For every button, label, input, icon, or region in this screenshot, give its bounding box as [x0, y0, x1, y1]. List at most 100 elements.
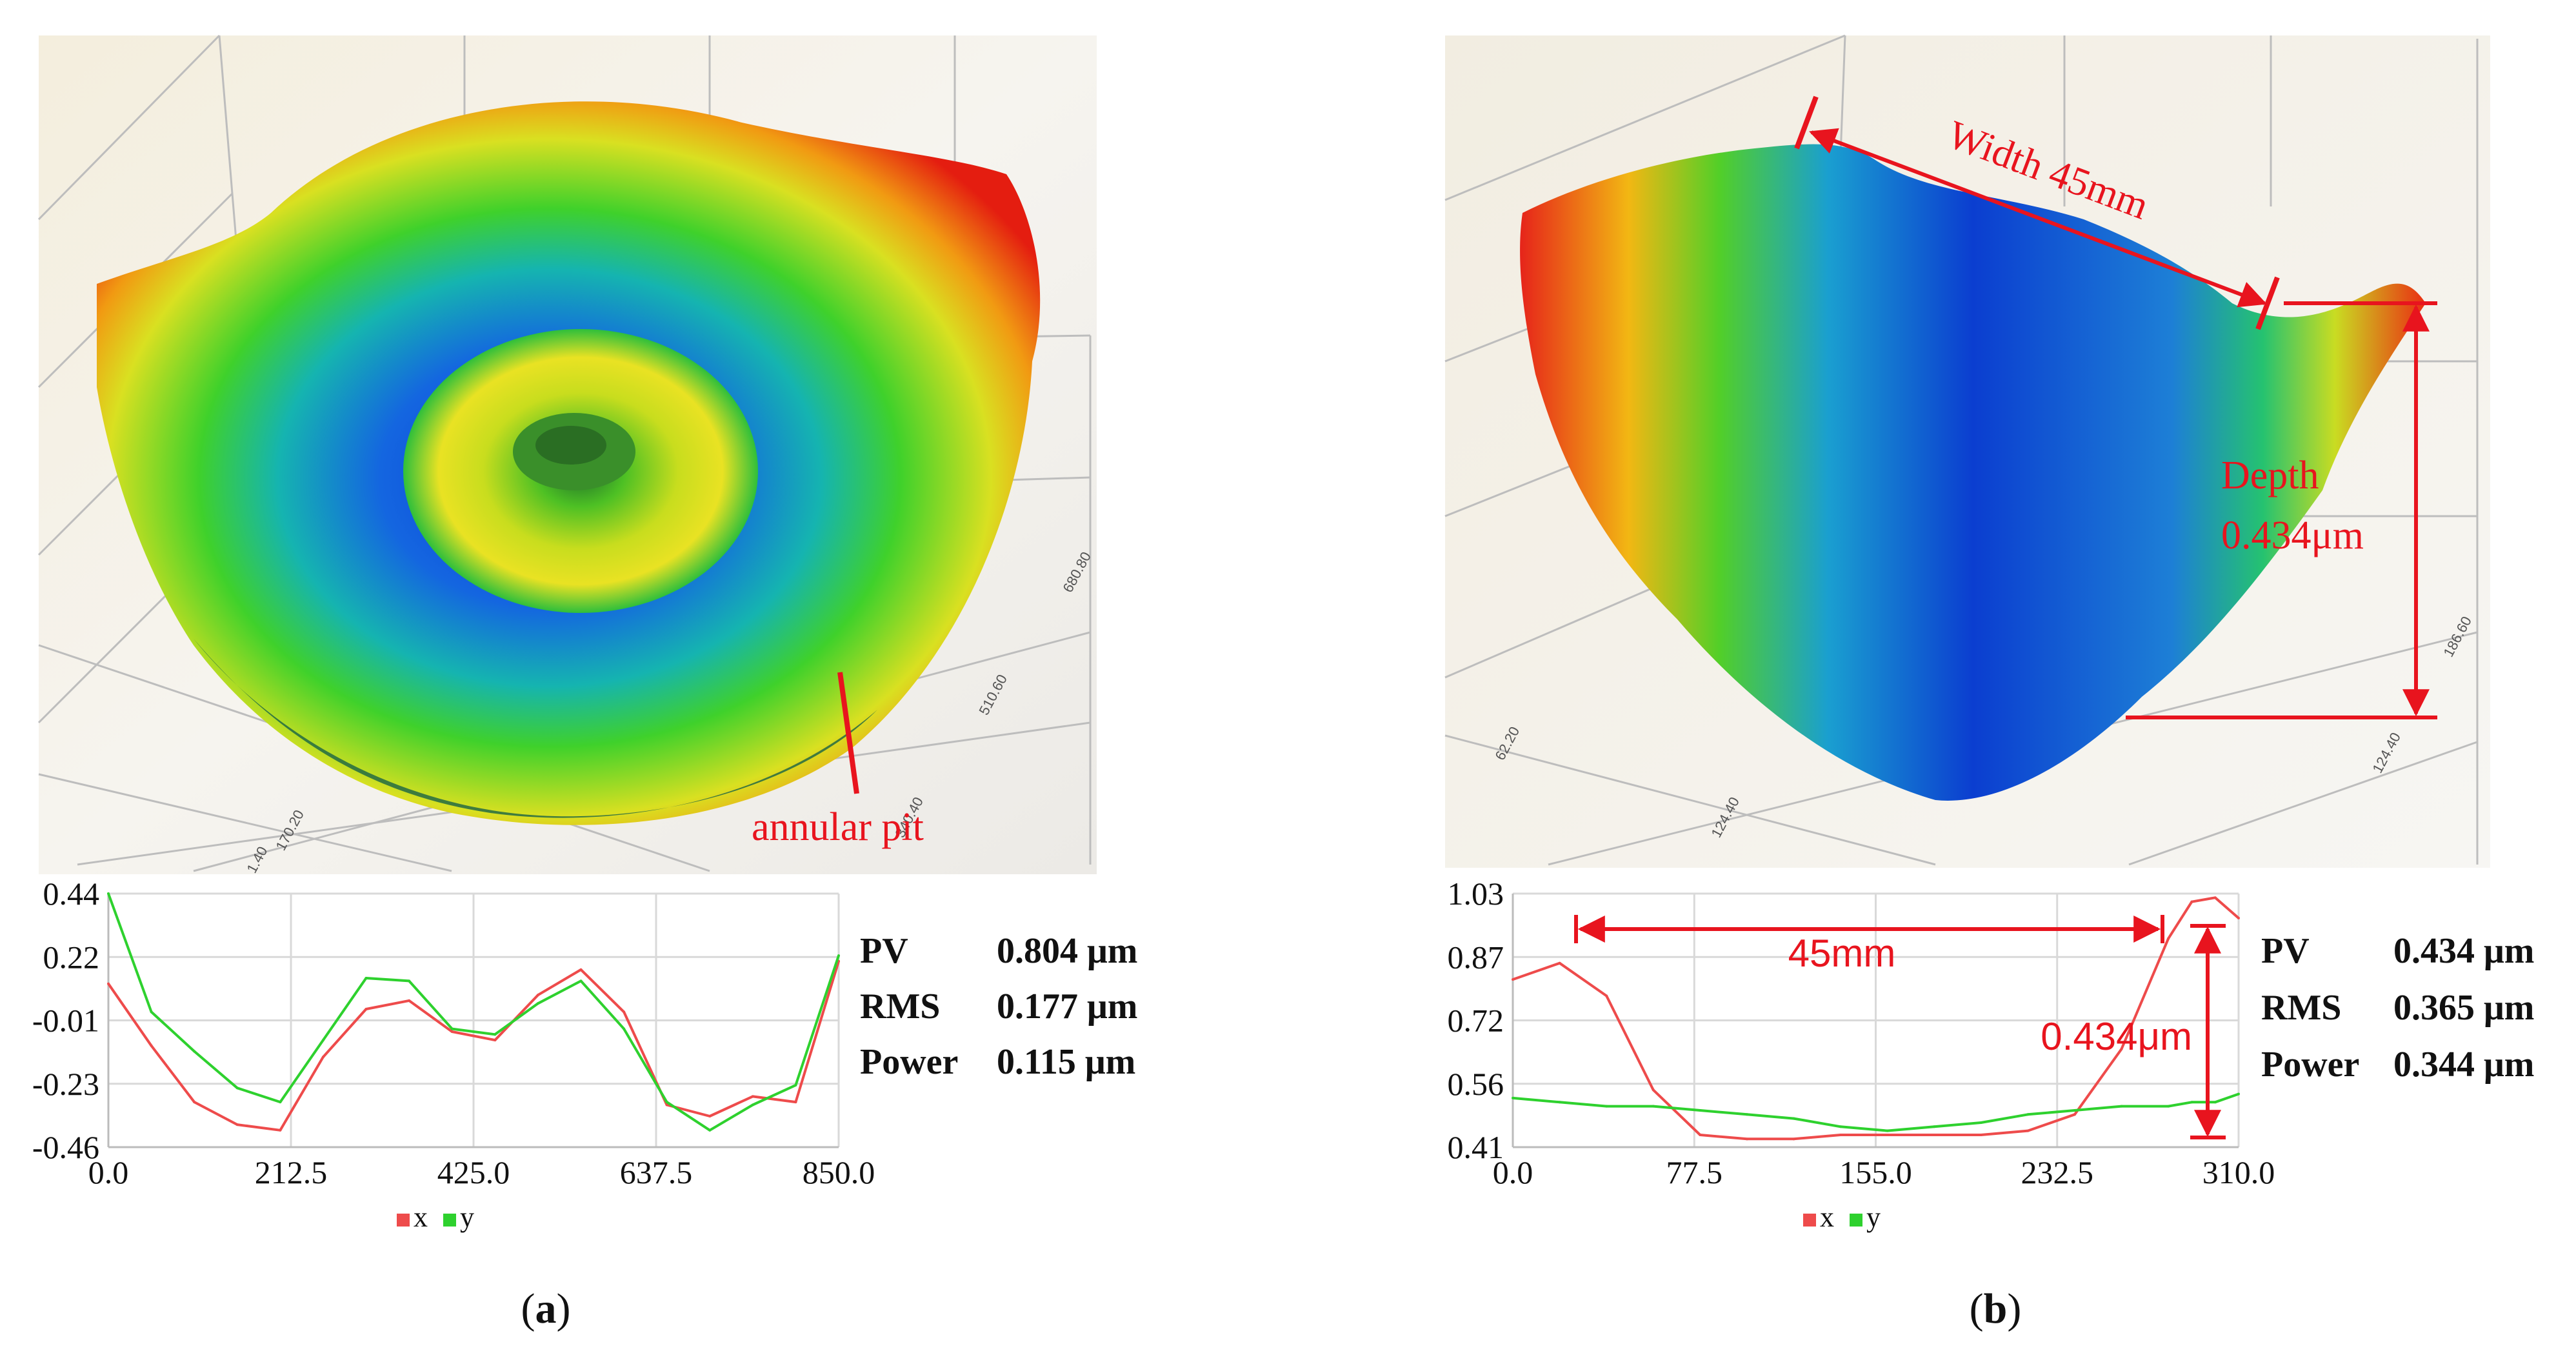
panel-a-chart-series-x-point: [794, 1101, 797, 1104]
panel-a-chart-legend-label-y[interactable]: y: [460, 1201, 474, 1233]
panel-a-chart-series-y-point: [665, 1101, 668, 1104]
panel-a-chart-series-y-point: [193, 1050, 196, 1053]
panel-b-trough-surface: [1520, 144, 2426, 801]
panel-a-stat-name-rms: RMS: [860, 986, 940, 1027]
panel-b-stat-value-rms: 0.365 μm: [2393, 988, 2534, 1028]
panel-b-width-tick-left: [1794, 95, 1819, 150]
panel-a-chart-series-x-point: [494, 1039, 497, 1042]
panel-a-chart-series-y-point: [579, 979, 583, 983]
panel-b-chart-series-y-point: [1512, 1096, 1514, 1099]
panel-b-stat-name-power: Power: [2261, 1045, 2359, 1085]
panel-b-chart-series-x-point: [2026, 1129, 2030, 1132]
panel-b-chart-series-y-point: [2237, 1092, 2240, 1096]
panel-b-chart-y-tick-label: 0.56: [1448, 1066, 1504, 1102]
panel-a-stat-name-power: Power: [860, 1042, 958, 1082]
panel-b-chart-series-x-line: [1512, 896, 2240, 1141]
panel-a-chart-y-tick-label: -0.23: [32, 1066, 99, 1102]
panel-b-chart-series-x-point: [1886, 1133, 1889, 1136]
panel-a-chart-series-x-point: [150, 1044, 153, 1047]
panel-a-chart-series-x-point: [450, 1030, 454, 1033]
panel-a-chart-series-y-point: [623, 1027, 626, 1030]
panel-b-chart-series-y-point: [2167, 1105, 2170, 1108]
panel-b-chart-series-x-point: [1699, 1133, 1702, 1136]
panel-b-chart-series-y-point: [1979, 1121, 1982, 1124]
panel-a-chart-series-y-point: [150, 1010, 153, 1014]
panel-a-stats: PV 0.804 μm RMS 0.177 μm Power 0.115 μm: [860, 931, 1137, 1082]
panel-a-chart-series-x-line: [107, 961, 840, 1132]
panel-b-chart-series-x-point: [2190, 900, 2193, 903]
panel-a-chart-series-y-point: [408, 979, 411, 983]
panel-a-chart-series-x-point: [708, 1114, 712, 1117]
panel-b-chart-series-y-point: [1933, 1125, 1936, 1128]
panel-b-chart-series-y-point: [1792, 1117, 1795, 1120]
panel-b-chart-series-x-point: [2073, 1113, 2076, 1116]
panel-a-chart-x-tick-label: 850.0: [803, 1154, 875, 1190]
panel-b-stat-name-pv: PV: [2261, 931, 2310, 971]
panel-b-span-label: 45mm: [1788, 932, 1896, 975]
panel-b-surface: 62.20 124.40 186.60 124.40 Width 45mm De…: [1444, 34, 2490, 868]
panel-b-chart-series-x-point: [1605, 994, 1608, 997]
panel-b-chart-series-y-point: [1839, 1125, 1842, 1128]
panel-a-chart-series-y-point: [235, 1087, 239, 1090]
panel-b-chart-series-x-point: [1839, 1133, 1842, 1136]
panel-b-width-arrow: [1809, 128, 2267, 308]
panel-b-chart-legend-swatch-x[interactable]: [1803, 1214, 1816, 1227]
panel-b-chart-series-x-point: [2213, 896, 2217, 899]
panel-a-chart-x-tick-label: 425.0: [437, 1154, 510, 1190]
panel-b-chart-series-x-point: [2167, 937, 2170, 940]
panel-b-depth-label-profile: 0.434μm: [2041, 1015, 2192, 1058]
panel-b-width-tick-right: [2255, 276, 2280, 330]
panel-b-chart-series-x-point: [1558, 961, 1561, 965]
panel-b-chart-series-y-point: [2190, 1101, 2193, 1104]
panel-b-chart-series-y-point: [1745, 1113, 1748, 1116]
panel-a-chart-series-x-point: [408, 999, 411, 1002]
panel-a-chart-series-y-point: [279, 1101, 282, 1104]
panel-b-chart-y-tick-label: 0.87: [1448, 939, 1504, 975]
panel-b-chart-x-tick-label: 0.0: [1493, 1154, 1533, 1190]
panel-b-caption-letter: b: [1984, 1285, 2008, 1332]
panel-b-stat-name-rms: RMS: [2261, 988, 2341, 1028]
panel-b-chart-series-y-point: [1605, 1105, 1608, 1108]
panel-a-caption: (a): [521, 1285, 571, 1332]
panel-a-chart-series-x-point: [193, 1101, 196, 1104]
panel-a-caption-letter: a: [535, 1285, 557, 1332]
panel-a-chart-series-x-point: [107, 982, 110, 985]
panel-b-chart-legend-swatch-y[interactable]: [1850, 1214, 1862, 1227]
panel-b-chart-series-y-point: [1699, 1108, 1702, 1112]
panel-a-annular-pit-band: [194, 639, 877, 818]
panel-a-stat-value-pv: 0.804 μm: [997, 931, 1137, 971]
panel-a-annular-pit-pointer: [837, 672, 859, 794]
panel-a-chart-series-x-point: [751, 1095, 754, 1098]
panel-b-chart-x-tick-label: 155.0: [1839, 1154, 1912, 1190]
panel-a-chart-series-y-point: [751, 1103, 754, 1107]
panel-a-stat-name-pv: PV: [860, 931, 908, 971]
panel-a-chart-series-y-point: [107, 892, 110, 895]
panel-a-surface: 170.20 1.40 340.40 510.60 680.80 annular…: [37, 34, 1097, 876]
panel-b-caption: (b): [1970, 1285, 2022, 1332]
panel-b-chart-series-y-point: [1652, 1105, 1655, 1108]
panel-a-chart-legend-swatch-y[interactable]: [443, 1214, 456, 1227]
panel-b-stat-value-power: 0.344 μm: [2393, 1045, 2534, 1085]
panel-a-stat-value-power: 0.115 μm: [997, 1042, 1135, 1082]
panel-b-chart-series-y-point: [2026, 1113, 2030, 1116]
panel-b-chart-legend-label-y[interactable]: y: [1866, 1201, 1881, 1233]
panel-a-chart-y-tick-label: 0.44: [43, 876, 100, 912]
panel-a-chart-series-x-point: [665, 1103, 668, 1107]
panel-b-chart-legend-label-x[interactable]: x: [1820, 1201, 1834, 1233]
panel-b-chart-series-x-point: [1979, 1133, 1982, 1136]
panel-b-chart-series-y-point: [2213, 1101, 2217, 1104]
panel-a-chart-x-tick-label: 0.0: [88, 1154, 129, 1190]
panel-b-chart-x-tick-label: 310.0: [2202, 1154, 2275, 1190]
panel-a-chart-legend-swatch-x[interactable]: [397, 1214, 410, 1227]
panel-a-chart-series-x-point: [536, 994, 539, 997]
panel-b-chart-series-x-point: [1933, 1133, 1936, 1136]
panel-a-chart-y-tick-label: 0.22: [43, 939, 100, 975]
panel-b-chart-series-x-point: [1792, 1137, 1795, 1141]
panel-a-chart-series-y-point: [321, 1039, 324, 1042]
panel-a-chart-series-x-point: [235, 1123, 239, 1127]
panel-a-chart-series-x-point: [279, 1128, 282, 1132]
panel-b-chart-x-tick-label: 77.5: [1666, 1154, 1723, 1190]
panel-a-chart-legend-label-x[interactable]: x: [414, 1201, 428, 1233]
panel-a-chart-y-tick-label: -0.01: [32, 1003, 99, 1039]
